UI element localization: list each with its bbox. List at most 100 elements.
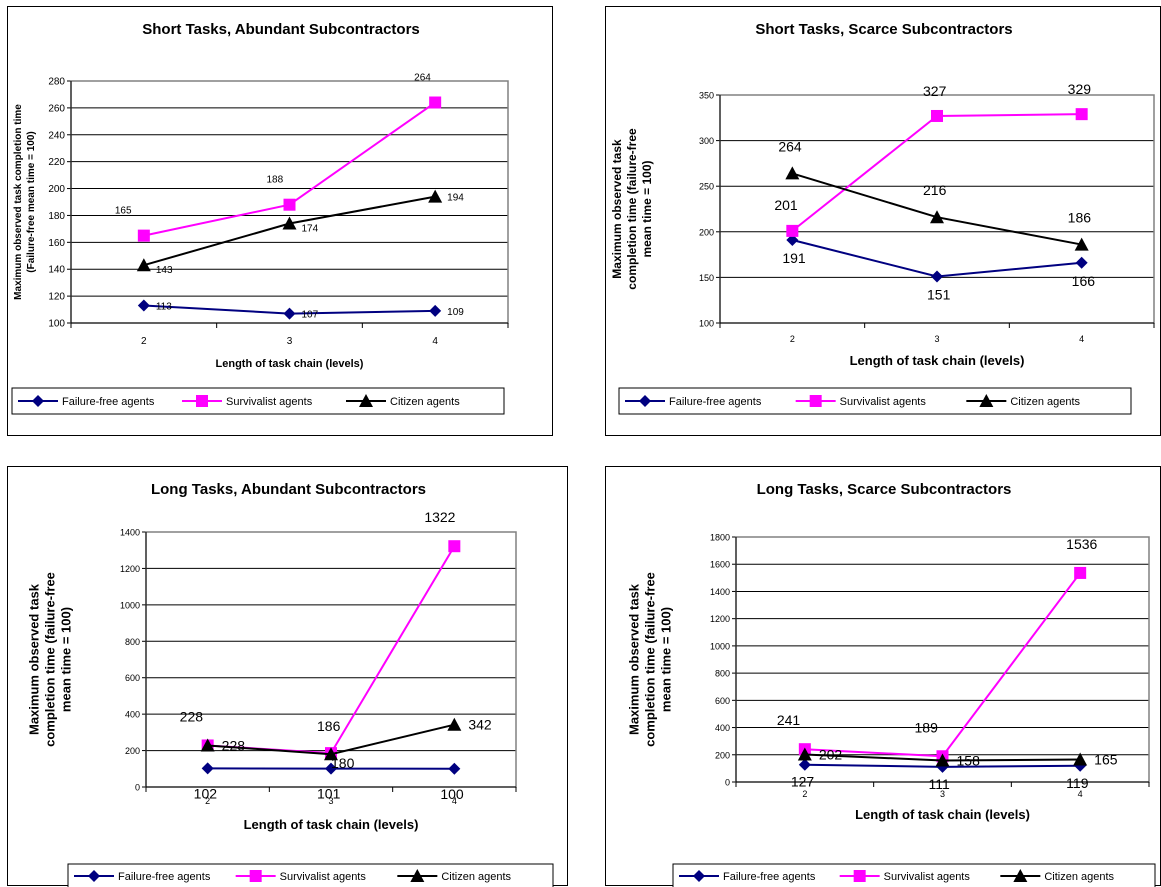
data-point: [786, 225, 798, 237]
y-tick-label: 1400: [710, 587, 730, 597]
y-tick-label: 1400: [120, 528, 140, 538]
data-label: 107: [302, 310, 319, 321]
x-axis-title: Length of task chain (levels): [850, 353, 1025, 368]
y-tick-label: 100: [48, 319, 65, 330]
data-label: 166: [1072, 273, 1096, 289]
y-axis-title-line: Maximum observed task: [627, 583, 642, 735]
y-tick-label: 140: [48, 265, 65, 276]
y-tick-label: 800: [715, 669, 730, 679]
y-tick-label: 200: [715, 750, 730, 760]
data-point: [1076, 108, 1088, 120]
data-label: 191: [782, 250, 806, 266]
x-tick-label: 3: [287, 336, 293, 347]
y-axis-title-line: completion time (failure-free: [643, 572, 658, 747]
legend: Failure-free agents Survivalist agents Cit…: [12, 388, 504, 414]
legend-label: Failure-free agents: [62, 396, 155, 408]
legend-swatch-marker: [854, 870, 866, 882]
legend-label: Failure-free agents: [723, 871, 816, 883]
legend-label: Citizen agents: [390, 396, 460, 408]
y-tick-label: 200: [125, 746, 140, 756]
data-point: [931, 270, 943, 282]
y-axis-title-line: Maximum observed task: [27, 583, 42, 735]
data-label: 101: [317, 786, 341, 802]
series-citizen-agents: 228 180 342: [201, 717, 492, 772]
legend-label: Failure-free agents: [669, 396, 762, 408]
data-point: [284, 308, 296, 320]
legend-label: Survivalist agents: [884, 871, 971, 883]
data-label: 180: [331, 755, 355, 771]
data-label: 127: [791, 774, 815, 790]
data-label: 202: [819, 747, 843, 763]
data-label: 188: [267, 175, 284, 186]
legend-label: Survivalist agents: [840, 396, 927, 408]
data-point: [429, 305, 441, 317]
x-tick-label: 4: [1079, 334, 1084, 344]
legend-swatch-marker: [196, 395, 208, 407]
data-label: 165: [1094, 752, 1118, 768]
y-tick-label: 1200: [710, 614, 730, 624]
x-tick-label: 2: [802, 789, 807, 799]
y-axis-title-line: completion time (failure-free: [625, 128, 639, 290]
data-label: 111: [929, 776, 950, 792]
y-tick-label: 160: [48, 238, 65, 249]
data-label: 143: [156, 265, 173, 276]
y-axis-title-line: mean time = 100): [59, 607, 74, 712]
y-tick-label: 250: [699, 182, 714, 192]
y-axis-title-line: mean time = 100): [640, 160, 654, 257]
data-point: [1076, 257, 1088, 269]
legend-label: Survivalist agents: [226, 396, 313, 408]
data-label: 342: [468, 717, 492, 733]
legend-label: Survivalist agents: [280, 871, 367, 883]
y-axis-title-line: (Failure-free mean time = 100): [26, 131, 37, 272]
y-tick-label: 1000: [120, 600, 140, 610]
legend-swatch-marker: [250, 870, 262, 882]
chart-long-scarce: Long Tasks, Scarce Subcontractors0200400…: [606, 467, 1161, 887]
y-tick-label: 1600: [710, 560, 730, 570]
y-tick-label: 600: [715, 696, 730, 706]
data-point: [428, 190, 442, 203]
chart-short-scarce: Short Tasks, Scarce Subcontractors100150…: [606, 7, 1161, 437]
data-label: 119: [1066, 775, 1089, 791]
y-tick-label: 1000: [710, 641, 730, 651]
plot-area: [736, 537, 1149, 782]
legend-label: Citizen agents: [441, 871, 511, 883]
data-label: 194: [447, 193, 464, 204]
data-label: 186: [1068, 210, 1092, 226]
data-label: 189: [915, 719, 939, 735]
data-label: 113: [156, 302, 172, 313]
series-citizen-agents: 264 216 186: [778, 138, 1091, 250]
y-tick-label: 260: [48, 103, 65, 114]
data-label: 228: [180, 708, 204, 724]
data-label: 241: [777, 712, 801, 728]
y-tick-label: 120: [48, 292, 65, 303]
y-axis-title-line: Maximum observed task completion time: [13, 104, 24, 300]
data-label: 264: [778, 138, 802, 154]
data-point: [138, 230, 150, 242]
data-label: 228: [222, 737, 246, 753]
data-label: 102: [194, 785, 218, 801]
y-axis-title-line: completion time (failure-free: [43, 572, 58, 747]
x-tick-label: 2: [141, 336, 147, 347]
x-tick-label: 4: [432, 336, 438, 347]
y-axis-title-line: mean time = 100): [659, 607, 674, 712]
data-label: 327: [923, 83, 947, 99]
legend-swatch-marker: [810, 395, 822, 407]
y-axis-title: Maximum observed task completion time(Fa…: [13, 104, 37, 300]
y-tick-label: 240: [48, 130, 65, 141]
data-label: 1322: [424, 509, 455, 525]
y-tick-label: 1200: [120, 564, 140, 574]
data-label: 216: [923, 182, 947, 198]
data-label: 264: [414, 73, 431, 84]
legend-label: Citizen agents: [1010, 396, 1080, 408]
